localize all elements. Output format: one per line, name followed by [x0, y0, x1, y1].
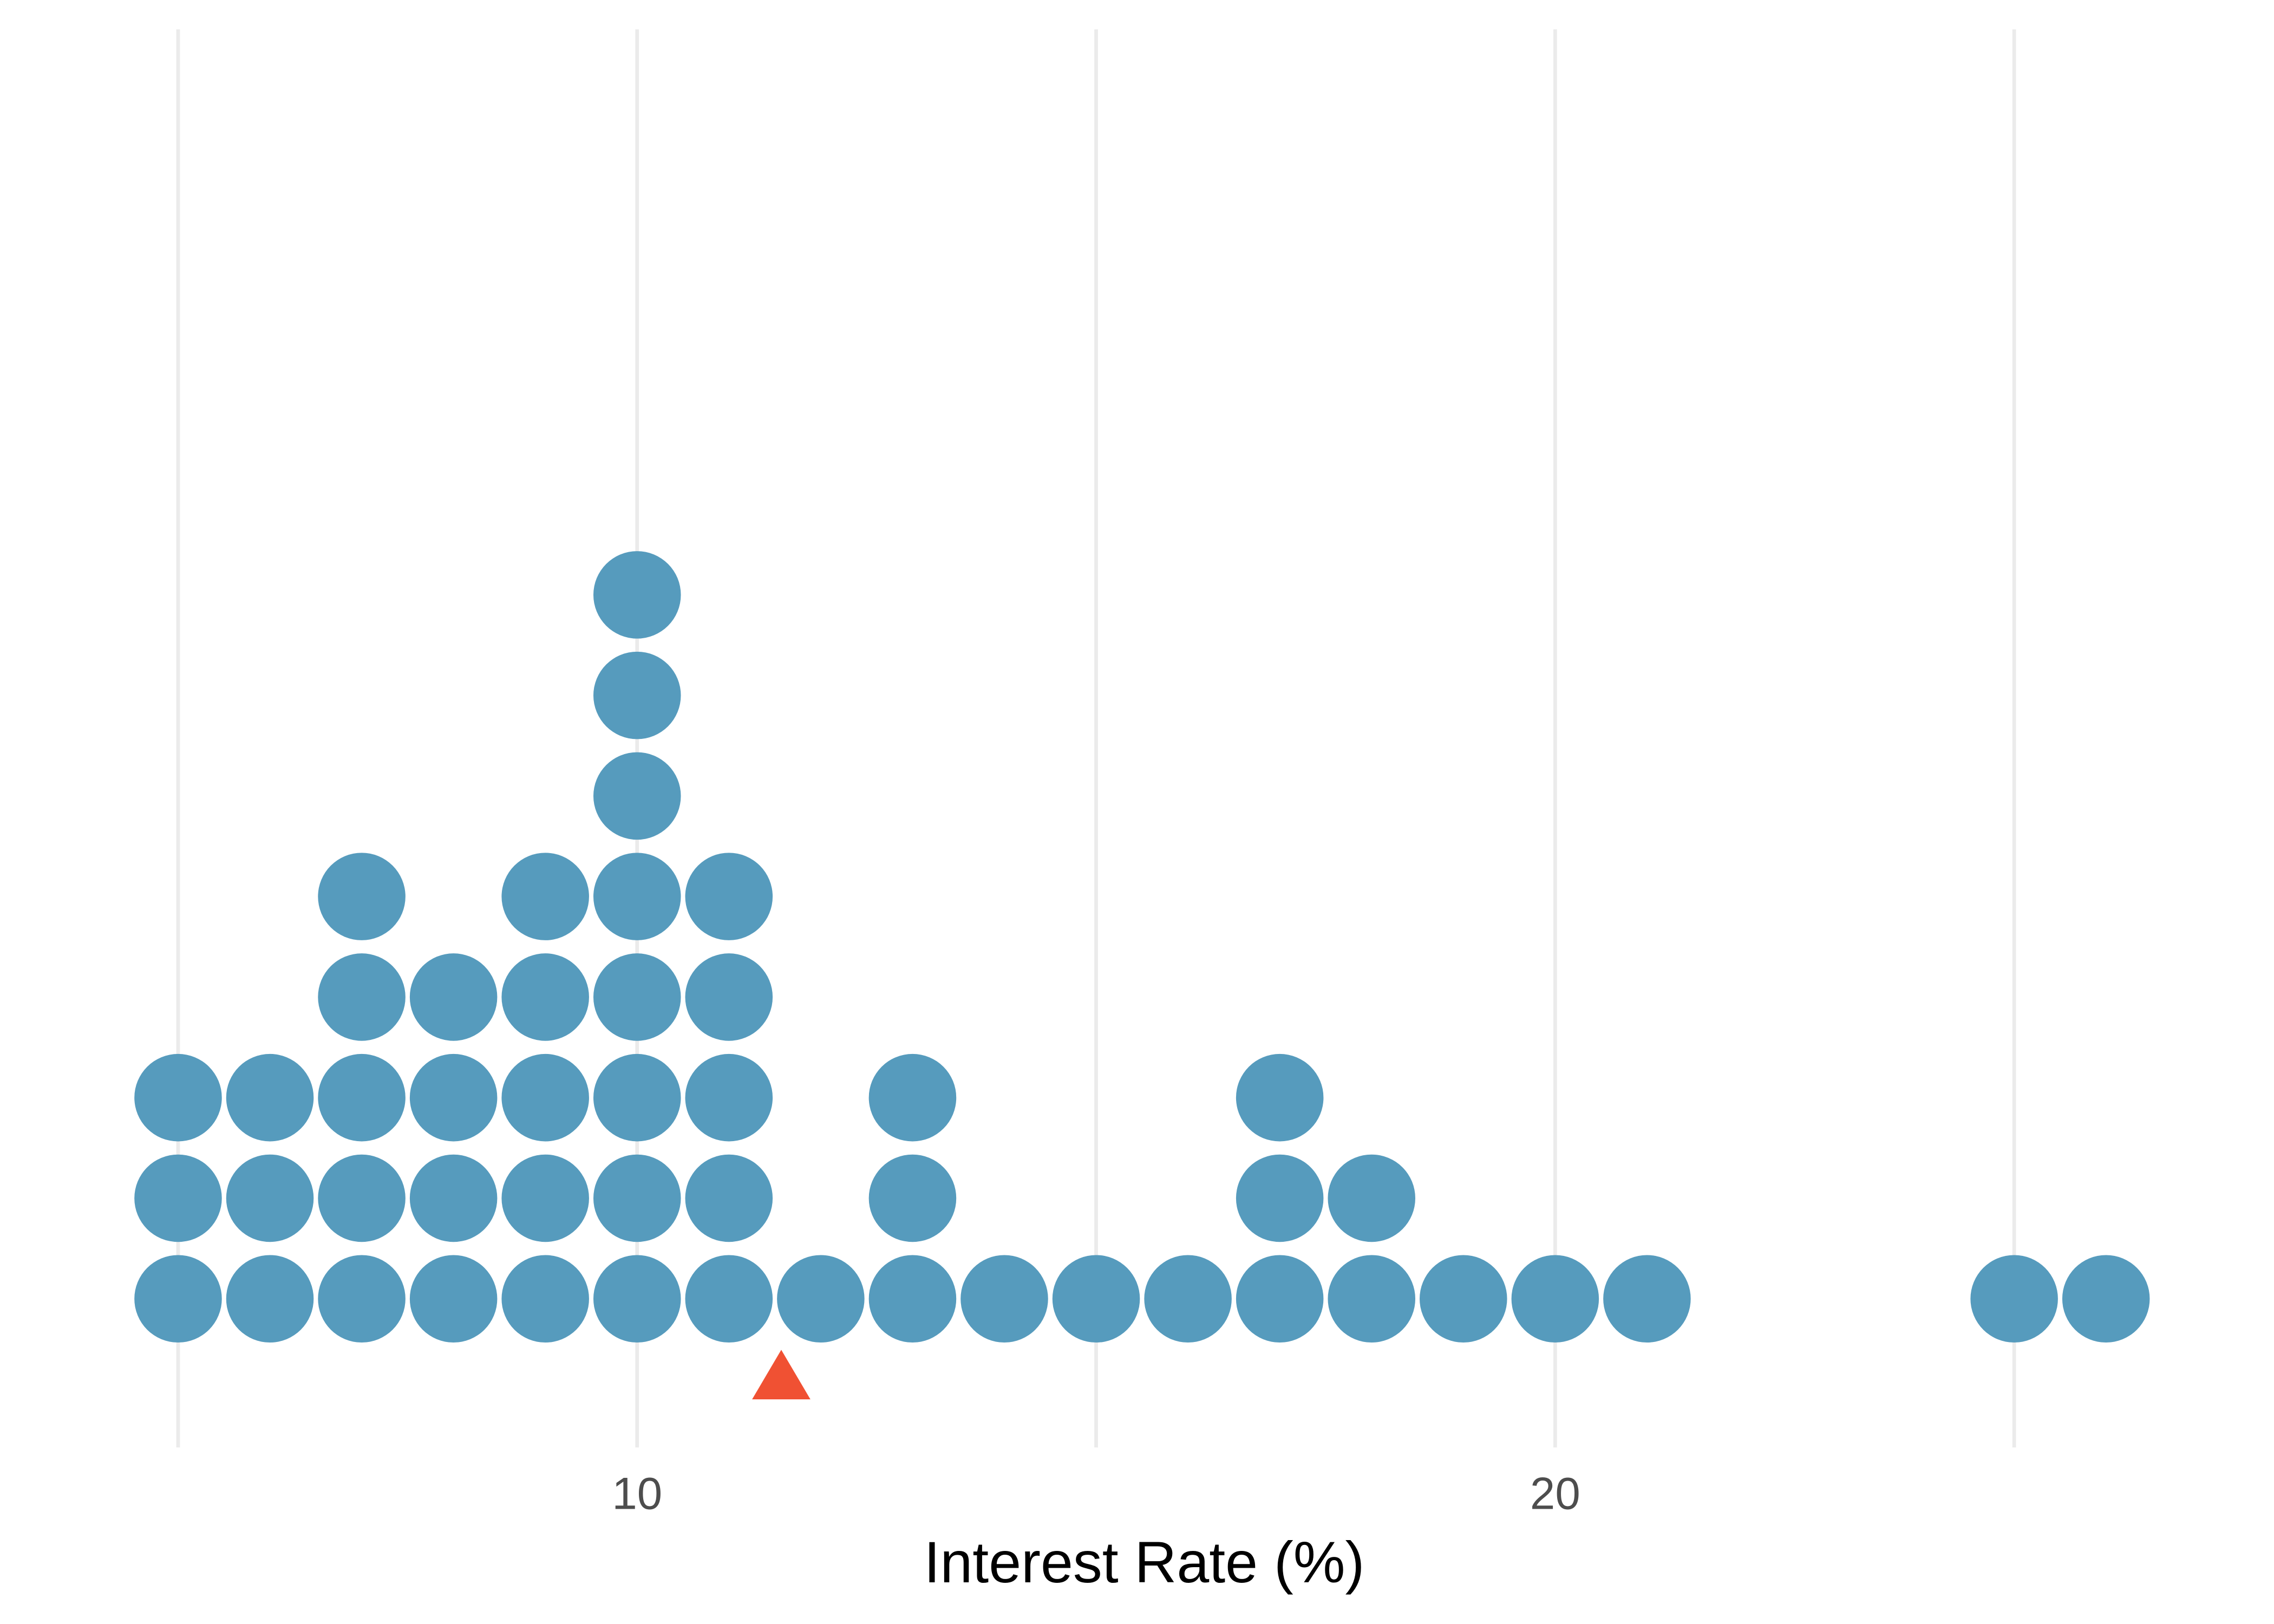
dot	[501, 1053, 589, 1142]
dot	[1420, 1255, 1507, 1343]
dot	[226, 1154, 314, 1242]
dot	[685, 1154, 773, 1242]
dot	[134, 1255, 222, 1343]
dot	[226, 1255, 314, 1343]
dot	[593, 651, 681, 739]
dot	[501, 1154, 589, 1242]
dot	[1236, 1255, 1324, 1343]
dot	[409, 1053, 498, 1142]
dot	[1970, 1255, 2058, 1343]
dot	[409, 953, 498, 1041]
dot	[1328, 1255, 1415, 1343]
dot	[960, 1255, 1048, 1343]
dot	[501, 853, 589, 940]
dot	[777, 1255, 865, 1343]
dot	[868, 1255, 957, 1343]
dot	[1052, 1255, 1140, 1343]
dot	[134, 1053, 222, 1142]
mean-marker	[752, 1350, 811, 1399]
dot	[409, 1255, 498, 1343]
dot	[593, 1053, 681, 1142]
dot	[501, 1255, 589, 1343]
dot	[1236, 1053, 1324, 1142]
x-axis-title: Interest Rate (%)	[924, 1530, 1365, 1595]
dot	[2062, 1255, 2150, 1343]
dot	[593, 953, 681, 1041]
dot	[868, 1053, 957, 1142]
dot	[593, 1255, 681, 1343]
dot	[685, 1053, 773, 1142]
x-tick-label: 10	[612, 1468, 662, 1518]
dot	[593, 752, 681, 840]
dot	[593, 551, 681, 639]
dot	[685, 853, 773, 940]
dot	[134, 1154, 222, 1242]
dot	[868, 1154, 957, 1242]
dot	[318, 1154, 406, 1242]
dot	[685, 953, 773, 1041]
x-tick-label: 20	[1530, 1468, 1580, 1518]
dot	[593, 1154, 681, 1242]
dot	[226, 1053, 314, 1142]
dot	[501, 953, 589, 1041]
dot	[318, 1255, 406, 1343]
dot	[1603, 1255, 1691, 1343]
dot	[318, 953, 406, 1041]
dot	[1328, 1154, 1415, 1242]
dot	[1236, 1154, 1324, 1242]
dot	[318, 853, 406, 940]
dot	[318, 1053, 406, 1142]
dot	[1511, 1255, 1599, 1343]
dot	[593, 853, 681, 940]
dot	[685, 1255, 773, 1343]
dot	[1144, 1255, 1232, 1343]
marks	[134, 551, 2150, 1399]
dot	[409, 1154, 498, 1242]
